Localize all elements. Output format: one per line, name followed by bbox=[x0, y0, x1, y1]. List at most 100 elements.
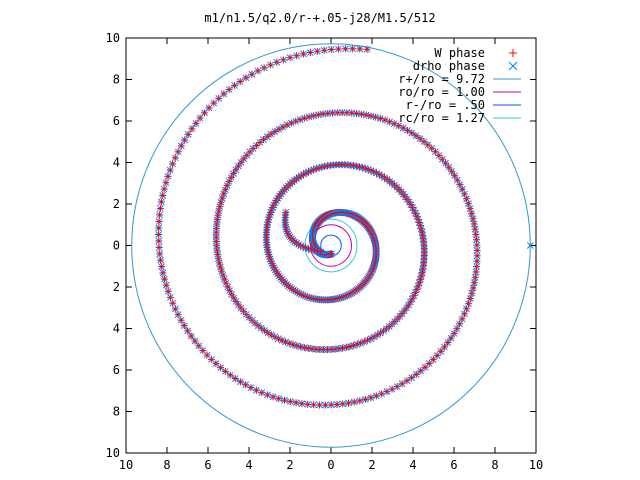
legend-x-b bbox=[508, 61, 518, 71]
w-phase-point bbox=[357, 110, 365, 118]
w-phase-point bbox=[306, 48, 314, 56]
w-phase-point bbox=[200, 109, 208, 117]
w-phase-point bbox=[433, 352, 441, 360]
y-tick-label: 10 bbox=[106, 31, 120, 45]
w-phase-point bbox=[217, 364, 225, 372]
w-phase-point bbox=[171, 154, 179, 162]
y-tick-label: 4 bbox=[113, 322, 120, 336]
w-phase-point bbox=[159, 269, 167, 277]
w-phase-point bbox=[177, 316, 185, 324]
w-phase-point bbox=[282, 208, 290, 216]
w-phase-point bbox=[269, 393, 277, 401]
w-phase-point bbox=[221, 367, 229, 375]
w-phase-point bbox=[471, 225, 479, 233]
w-phase-point bbox=[212, 360, 220, 368]
w-phase-point bbox=[162, 281, 170, 289]
w-phase-point bbox=[174, 148, 182, 156]
x-tick-label: 8 bbox=[163, 458, 170, 472]
w-phase-point bbox=[184, 327, 192, 335]
w-phase-point bbox=[327, 46, 335, 54]
w-phase-point bbox=[469, 215, 477, 223]
w-phase-point bbox=[437, 347, 445, 355]
legend-label: r-/ro = .50 bbox=[406, 98, 485, 112]
w-phase-point bbox=[231, 81, 239, 89]
x-tick-label: 10 bbox=[529, 458, 543, 472]
drho-phase-point bbox=[526, 242, 534, 249]
w-phase-point bbox=[263, 133, 271, 141]
legend-label: rc/ro = 1.27 bbox=[398, 111, 485, 125]
w-phase-point bbox=[440, 343, 448, 351]
w-phase-point bbox=[367, 335, 375, 343]
w-phase-point bbox=[416, 135, 424, 143]
w-phase-point bbox=[372, 392, 380, 400]
w-phase-point bbox=[372, 113, 380, 121]
w-phase-point bbox=[468, 289, 476, 297]
w-phase-point bbox=[215, 94, 223, 102]
w-phase-point bbox=[156, 204, 164, 212]
w-phase-point bbox=[473, 236, 481, 244]
w-phase-point bbox=[157, 198, 165, 206]
x-tick-label: 0 bbox=[327, 458, 334, 472]
w-phase-point bbox=[342, 45, 350, 53]
w-phase-point bbox=[310, 401, 318, 409]
w-phase-point bbox=[199, 347, 207, 355]
w-phase-point bbox=[157, 256, 165, 264]
w-phase-point bbox=[464, 300, 472, 308]
w-phase-point bbox=[470, 220, 478, 228]
w-phase-point bbox=[215, 207, 223, 215]
w-phase-point bbox=[220, 90, 228, 98]
w-phase-point bbox=[203, 351, 211, 359]
w-phase-point bbox=[321, 401, 329, 409]
w-phase-point bbox=[367, 394, 375, 402]
w-phase-point bbox=[445, 163, 453, 171]
w-phase-point bbox=[367, 112, 375, 120]
w-phase-point bbox=[447, 334, 455, 342]
w-phase-point bbox=[191, 337, 199, 345]
w-phase-point bbox=[180, 322, 188, 330]
y-tick-label: 4 bbox=[113, 156, 120, 170]
w-phase-point bbox=[431, 148, 439, 156]
w-phase-point bbox=[258, 389, 266, 397]
w-phase-point bbox=[327, 250, 335, 258]
w-phase-point bbox=[155, 237, 163, 245]
w-phase-point bbox=[356, 397, 364, 405]
w-phase-point bbox=[435, 151, 443, 159]
w-phase-point bbox=[310, 112, 318, 120]
w-phase-point bbox=[472, 268, 480, 276]
w-phase-point bbox=[254, 67, 262, 75]
w-phase-point bbox=[412, 209, 420, 217]
w-phase-point bbox=[275, 395, 283, 403]
w-phase-point bbox=[263, 391, 271, 399]
w-phase-point bbox=[234, 162, 242, 170]
y-tick-label: 6 bbox=[113, 114, 120, 128]
w-phase-point bbox=[406, 298, 414, 306]
w-phase-point bbox=[275, 125, 283, 133]
w-phase-point bbox=[210, 99, 218, 107]
w-phase-point bbox=[256, 138, 264, 146]
w-phase-point bbox=[174, 311, 182, 319]
w-phase-point bbox=[249, 145, 257, 153]
w-phase-point bbox=[273, 58, 281, 66]
w-phase-point bbox=[215, 259, 223, 267]
w-phase-point bbox=[252, 386, 260, 394]
w-phase-point bbox=[451, 172, 459, 180]
w-phase-point bbox=[314, 111, 322, 119]
w-phase-point bbox=[164, 172, 172, 180]
legend-label: W phase bbox=[434, 46, 485, 60]
w-phase-point bbox=[444, 339, 452, 347]
w-phase-point bbox=[412, 370, 420, 378]
w-phase-point bbox=[339, 400, 347, 408]
w-phase-point bbox=[205, 104, 213, 112]
w-phase-point bbox=[292, 399, 300, 407]
w-phase-point bbox=[214, 255, 222, 263]
w-phase-point bbox=[187, 332, 195, 340]
x-b bbox=[526, 242, 534, 249]
w-phase-point bbox=[236, 77, 244, 85]
w-phase-point bbox=[166, 166, 174, 174]
w-phase-point bbox=[420, 138, 428, 146]
w-phase-point bbox=[213, 216, 221, 224]
w-phase-point bbox=[466, 205, 474, 213]
